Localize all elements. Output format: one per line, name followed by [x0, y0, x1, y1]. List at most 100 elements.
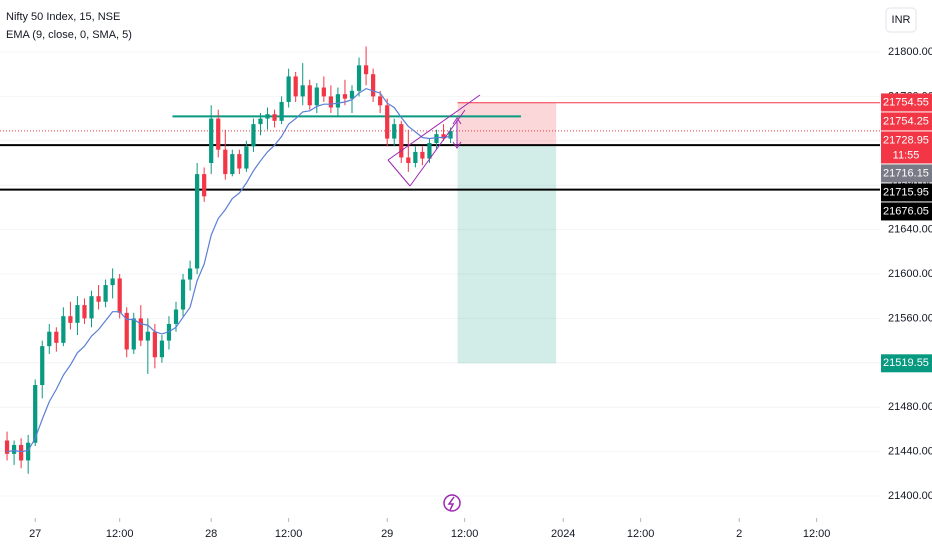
candle-body: [82, 305, 87, 319]
price-label-box: [881, 183, 932, 202]
candle-body: [279, 101, 284, 121]
price-label: 21728.95: [883, 134, 929, 146]
stop-zone: [457, 102, 557, 146]
candle-body: [68, 316, 73, 323]
y-tick-label: 21400.00: [888, 490, 932, 502]
candle-body: [363, 65, 369, 75]
y-tick-label: 21600.00: [888, 268, 932, 280]
price-label-box: [881, 164, 932, 183]
x-tick-label: 12:00: [451, 528, 479, 540]
candle-body: [335, 94, 341, 108]
candle-body: [47, 331, 52, 347]
candle-body: [40, 346, 45, 385]
countdown-label: 11:55: [893, 149, 920, 161]
price-label-box: [881, 354, 932, 373]
candle-body: [33, 385, 38, 443]
candle-body: [314, 87, 319, 106]
price-label: 21519.55: [883, 357, 929, 369]
indicator-label: EMA (9, close, 0, SMA, 5): [6, 29, 132, 41]
candle-body: [223, 149, 228, 175]
candle-body: [216, 118, 221, 150]
x-tick-label: 12:00: [106, 528, 134, 540]
chart-title: Nifty 50 Index, 15, NSE: [6, 11, 120, 23]
candle-body: [371, 74, 376, 97]
candle-body: [448, 130, 453, 139]
ema-line: [6, 87, 451, 453]
candle-body: [392, 124, 397, 139]
candle-body: [4, 440, 10, 454]
y-tick-label: 21800.00: [888, 46, 932, 58]
candle-body: [237, 154, 242, 169]
target-zone: [457, 145, 557, 364]
candle-body: [286, 76, 291, 102]
candle-body: [293, 76, 298, 97]
x-tick-label: 12:00: [803, 528, 831, 540]
candle-body: [307, 85, 312, 106]
y-tick-label: 21560.00: [888, 312, 932, 324]
x-tick-label: 12:00: [627, 528, 655, 540]
candle-body: [244, 146, 249, 169]
candle-body: [202, 174, 207, 197]
wedge-line: [387, 94, 481, 161]
candle-body: [187, 268, 193, 280]
candle-body: [356, 65, 362, 91]
arrow-head: [452, 141, 462, 149]
price-label-box: [881, 131, 932, 164]
candle-body: [61, 316, 66, 343]
price-label: 21715.95: [883, 186, 929, 198]
candle-body: [342, 94, 348, 99]
candle-body: [180, 279, 186, 310]
candle-body: [441, 134, 446, 139]
x-tick-label: 27: [29, 528, 41, 540]
x-tick-label: 28: [205, 528, 217, 540]
currency-label: INR: [892, 14, 911, 26]
candle-body: [173, 309, 179, 324]
price-label: 21754.55: [883, 96, 929, 108]
wedge-line: [387, 159, 411, 187]
candle-body: [321, 87, 326, 97]
candle-body: [54, 331, 59, 343]
candle-body: [26, 442, 31, 461]
candle-body: [89, 296, 94, 319]
candle-body: [131, 318, 136, 350]
candle-body: [328, 96, 333, 108]
candle-body: [152, 331, 157, 358]
y-tick-label: 21480.00: [888, 401, 932, 413]
candle-body: [110, 278, 115, 286]
candle-body: [406, 157, 411, 163]
candle-body: [230, 154, 235, 175]
candle-body: [159, 340, 165, 358]
price-label: 21716.15: [883, 167, 929, 179]
candle-body: [124, 312, 129, 350]
candle-body: [96, 296, 101, 302]
candle-body: [413, 151, 418, 163]
candle-body: [300, 85, 305, 97]
candle-body: [378, 96, 383, 106]
candle-body: [251, 124, 256, 147]
price-label-box: [881, 112, 932, 131]
candle-body: [117, 278, 122, 313]
y-tick-label: 21440.00: [888, 446, 932, 458]
candle-body: [138, 318, 143, 341]
currency-button[interactable]: [885, 7, 917, 33]
candle-body: [434, 134, 439, 144]
candle-body: [145, 331, 150, 341]
candle-body: [195, 174, 200, 269]
x-tick-label: 29: [381, 528, 393, 540]
logo-icon[interactable]: [443, 494, 461, 512]
x-tick-label: 12:00: [275, 528, 303, 540]
candle-body: [258, 118, 263, 125]
candle-body: [272, 114, 277, 121]
candle-body: [103, 285, 108, 302]
price-label: 21676.05: [883, 205, 929, 217]
y-tick-label: 21640.00: [888, 224, 932, 236]
candle-body: [385, 105, 390, 139]
x-tick-label: 2: [736, 528, 742, 540]
candle-body: [265, 114, 270, 119]
price-label-box: [881, 93, 932, 112]
candle-body: [399, 124, 404, 158]
arrow-head: [452, 117, 462, 125]
candle-body: [349, 90, 355, 99]
wedge-line: [409, 109, 466, 187]
